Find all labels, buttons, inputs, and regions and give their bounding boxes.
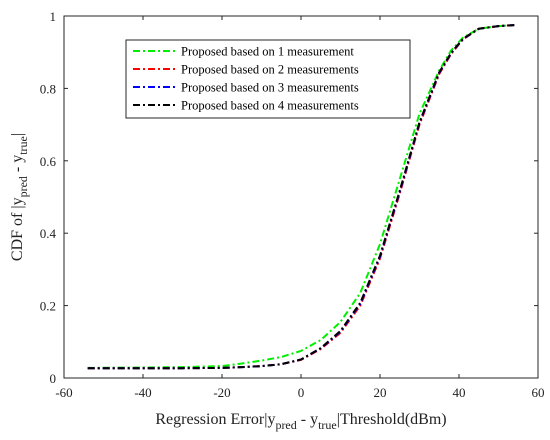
series-line-4 [87,24,515,370]
x-tick-label: -20 [213,385,230,400]
legend: Proposed based on 1 measurement Proposed … [125,39,411,119]
y-tick-label: 0.8 [40,81,56,96]
x-tick-label: 0 [298,385,305,400]
series-layer [87,24,515,370]
legend-label-3: Proposed based on 3 measurements [181,81,359,95]
y-tick-label: 0 [50,371,57,386]
y-tick-label: 0.4 [40,226,57,241]
y-tick-label: 0.6 [40,154,57,169]
x-tick-label: -40 [134,385,151,400]
x-axis-title: Regression Error|ypred - ytrue|Threshold… [155,411,446,432]
legend-label-2: Proposed based on 2 measurements [181,63,359,77]
y-tick-label: 0.2 [40,299,56,314]
legend-label-1: Proposed based on 1 measurement [181,45,354,59]
x-tick-label: 60 [532,385,545,400]
axis-layer: -60 -40 -20 0 20 40 60 0 0.2 0.4 0.6 0.8 1 [40,9,545,400]
legend-label-4: Proposed based on 4 measurements [181,99,359,113]
x-tick-label: -60 [55,385,72,400]
legend-items: Proposed based on 1 measurement Proposed … [133,45,359,113]
x-tick-label: 40 [453,385,466,400]
y-tick-label: 1 [50,9,57,24]
y-axis-title: CDF of |ypred - ytrue| [9,133,30,261]
x-tick-label: 20 [374,385,387,400]
